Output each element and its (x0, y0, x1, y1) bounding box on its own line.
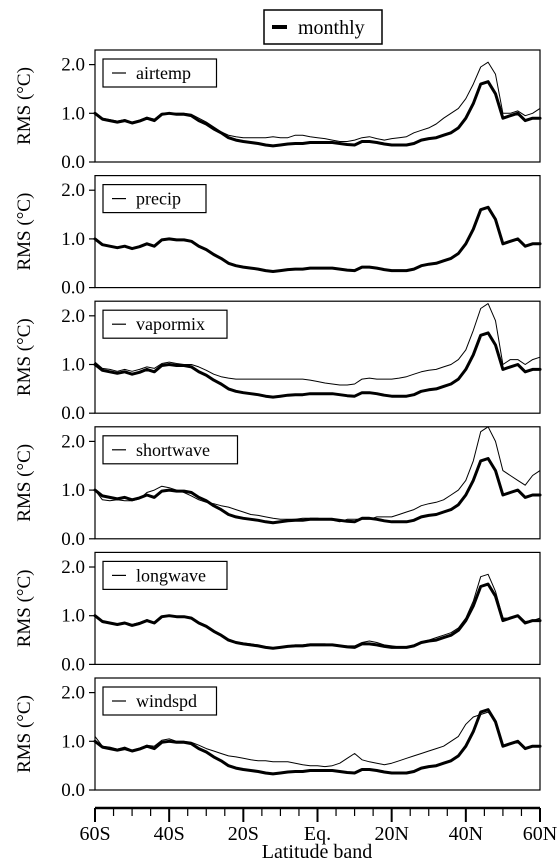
y-tick-label: 0.0 (61, 278, 85, 299)
series-line-shortwave (94, 426, 541, 523)
y-tick-label: 2.0 (61, 557, 85, 578)
panels: 0.0 1.0 2.0 RMS (°C) airtemp 0.0 1.0 2.0 RMS (°C… (14, 49, 542, 801)
series-line-airtemp (94, 61, 541, 142)
y-axis-label: RMS (°C) (14, 444, 35, 522)
x-tick-label: Eq. (304, 823, 331, 845)
panel-frame (94, 49, 541, 163)
y-tick-label: 2.0 (61, 55, 85, 76)
x-tick-label: 40S (154, 823, 185, 845)
panel-longwave: 0.0 1.0 2.0 RMS (°C) longwave (14, 551, 542, 675)
y-tick-label: 2.0 (61, 180, 85, 201)
y-tick-label: 0.0 (61, 529, 85, 550)
y-axis-label: RMS (°C) (14, 67, 35, 145)
y-axis-label: RMS (°C) (14, 569, 35, 647)
y-tick-label: 1.0 (61, 731, 85, 752)
x-axis-label: Latitude band (262, 841, 373, 863)
y-axis-label: RMS (°C) (14, 695, 35, 773)
y-tick-label: 0.0 (61, 403, 85, 424)
y-tick-label: 1.0 (61, 480, 85, 501)
series-line-vapormix (94, 303, 541, 386)
y-tick-label: 1.0 (61, 606, 85, 627)
y-tick-label: 0.0 (61, 654, 85, 675)
series-line-monthly (93, 708, 542, 776)
legend: monthly (263, 9, 383, 45)
panel-legend-label: airtemp (136, 63, 191, 83)
panel-frame (94, 551, 541, 666)
x-tick-label: 40N (449, 823, 483, 845)
y-tick-label: 1.0 (61, 355, 85, 376)
series-line-longwave (94, 573, 541, 649)
panel-vapormix: 0.0 1.0 2.0 RMS (°C) vapormix (14, 300, 542, 424)
panel-windspd: 0.0 1.0 2.0 RMS (°C) windspd (14, 677, 542, 801)
panel-legend-label: shortwave (136, 440, 210, 460)
series-line-monthly (93, 331, 542, 399)
panel-legend-label: windspd (136, 691, 197, 711)
panel-frame (94, 175, 541, 289)
y-tick-label: 0.0 (61, 152, 85, 173)
panel-legend-box (102, 435, 239, 465)
x-ticks: 60S 40S 20S Eq. 20N 40N 60N (79, 808, 557, 845)
x-tick-label: 60N (523, 823, 557, 845)
panel-frame (94, 426, 541, 540)
y-axis-label: RMS (°C) (14, 318, 35, 396)
x-tick-label: 20N (374, 823, 408, 845)
x-tick-label: 20S (228, 823, 259, 845)
y-tick-label: 2.0 (61, 431, 85, 452)
panel-airtemp: 0.0 1.0 2.0 RMS (°C) airtemp (14, 49, 542, 173)
panel-legend-label: longwave (136, 565, 206, 585)
y-tick-label: 2.0 (61, 306, 85, 327)
y-tick-label: 1.0 (61, 229, 85, 250)
panel-legend-label: vapormix (136, 314, 205, 334)
series-line-windspd (94, 711, 541, 768)
panel-frame (94, 677, 541, 791)
series-line-monthly (93, 205, 542, 273)
x-tick-label: 60S (79, 823, 110, 845)
y-tick-label: 0.0 (61, 780, 85, 801)
panel-precip: 0.0 1.0 2.0 RMS (°C) precip (14, 175, 542, 299)
y-tick-label: 2.0 (61, 683, 85, 704)
series-line-monthly (93, 582, 542, 650)
legend-label: monthly (298, 17, 365, 39)
panel-shortwave: 0.0 1.0 2.0 RMS (°C) shortwave (14, 426, 542, 550)
y-tick-label: 1.0 (61, 103, 85, 124)
panel-legend-label: precip (136, 189, 181, 209)
x-axis: 60S 40S 20S Eq. 20N 40N 60N Latitude band (79, 806, 557, 863)
y-axis-label: RMS (°C) (14, 193, 35, 271)
series-line-precip (94, 206, 541, 272)
series-line-monthly (93, 457, 542, 525)
